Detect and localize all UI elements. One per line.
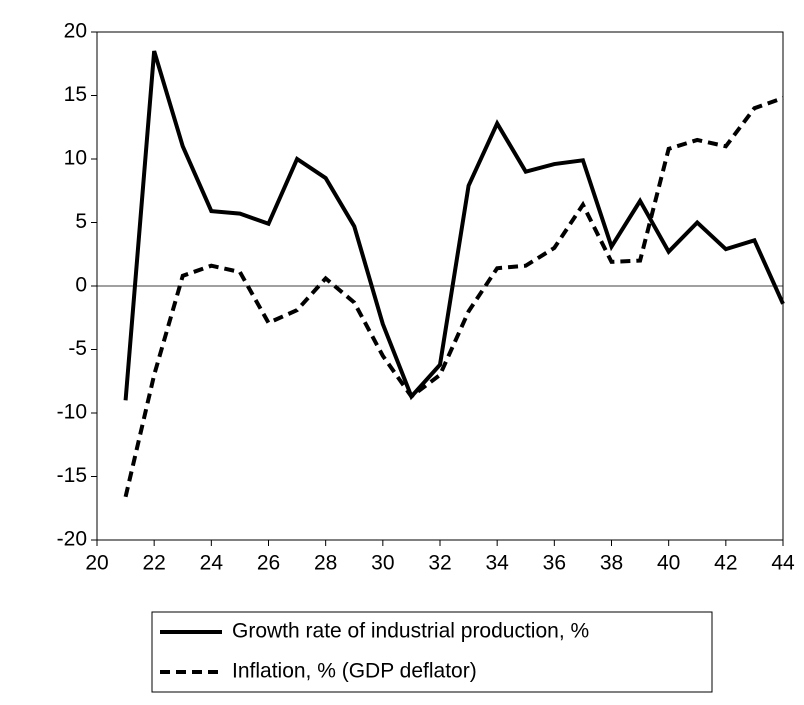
y-tick-label: 0 xyxy=(75,274,87,297)
y-tick-label: -15 xyxy=(57,464,87,487)
legend-label: Growth rate of industrial production, % xyxy=(232,620,589,643)
x-tick-label: 30 xyxy=(371,552,394,575)
x-tick-label: 28 xyxy=(314,552,337,575)
x-tick-label: 26 xyxy=(257,552,280,575)
x-tick-label: 36 xyxy=(543,552,566,575)
x-tick-label: 32 xyxy=(428,552,451,575)
x-tick-label: 20 xyxy=(85,552,108,575)
legend-box xyxy=(151,611,713,693)
legend-label: Inflation, % (GDP deflator) xyxy=(232,660,477,683)
y-tick-label: -5 xyxy=(68,337,87,360)
x-tick-label: 34 xyxy=(485,552,509,575)
series-line xyxy=(123,50,785,401)
y-tick-label: -20 xyxy=(57,528,87,551)
x-tick-label: 38 xyxy=(600,552,623,575)
y-tick-label: 10 xyxy=(64,147,87,170)
y-tick-label: 15 xyxy=(64,83,87,106)
x-tick-label: 42 xyxy=(714,552,737,575)
y-tick-label: -10 xyxy=(57,401,87,424)
y-tick-label: 5 xyxy=(75,210,87,233)
x-tick-label: 24 xyxy=(200,552,224,575)
x-tick-label: 44 xyxy=(771,552,795,575)
x-tick-label: 40 xyxy=(657,552,680,575)
x-tick-label: 22 xyxy=(142,552,165,575)
series-line xyxy=(123,96,784,498)
y-tick-label: 20 xyxy=(64,20,87,43)
